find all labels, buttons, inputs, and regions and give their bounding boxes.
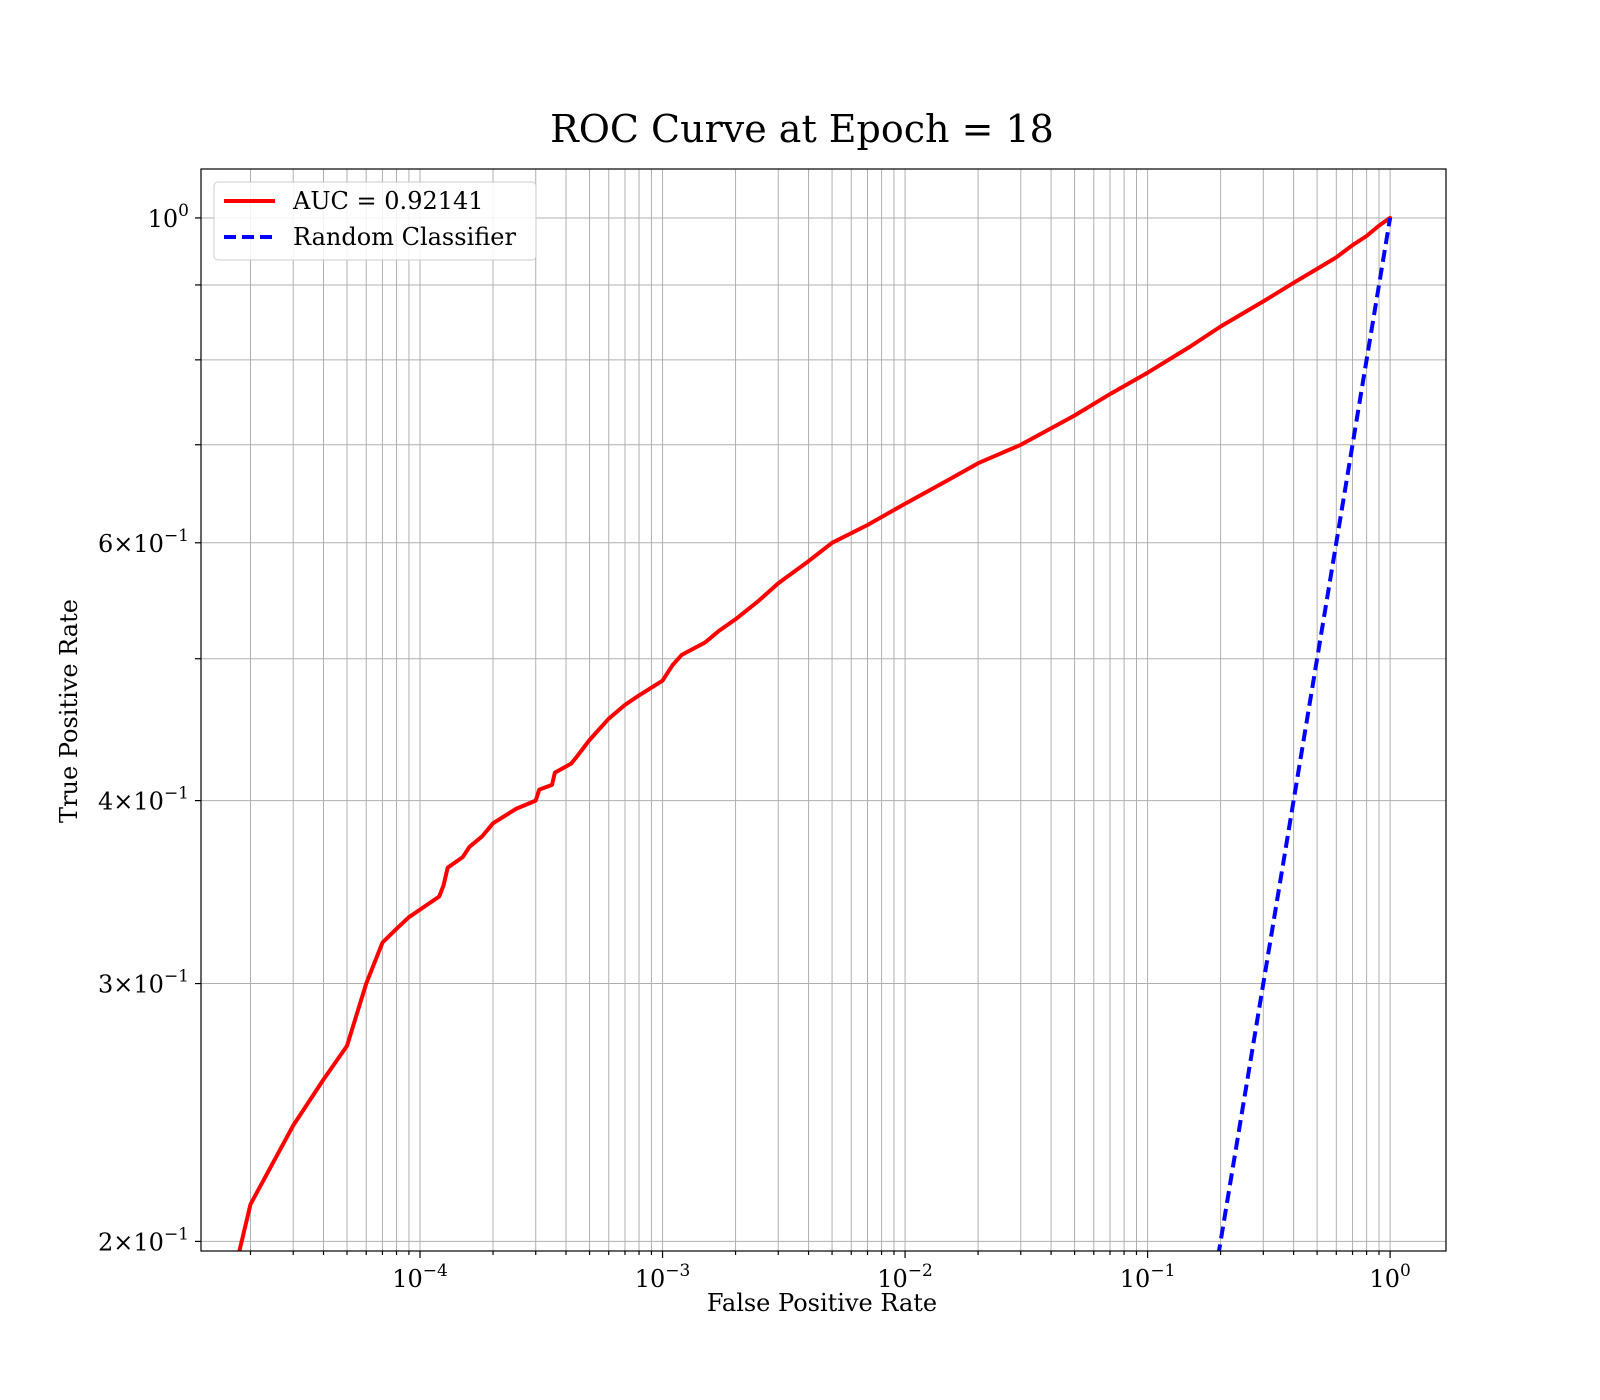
legend-box bbox=[213, 181, 537, 261]
y-tick-label: 6×10−1 bbox=[98, 526, 189, 558]
x-tick-label: 10−2 bbox=[877, 1261, 933, 1293]
series-group bbox=[237, 215, 1393, 1251]
x-tick-label: 10−4 bbox=[392, 1261, 448, 1293]
chart-title: ROC Curve at Epoch = 18 bbox=[550, 107, 1054, 151]
x-axis-label: False Positive Rate bbox=[707, 1289, 937, 1317]
y-tick-label: 100 bbox=[148, 201, 189, 233]
grid bbox=[201, 169, 1446, 1251]
y-tick-label: 4×10−1 bbox=[98, 784, 189, 816]
plot-frame bbox=[200, 168, 1447, 1252]
x-tick-label: 10−1 bbox=[1120, 1261, 1176, 1293]
y-tick-label: 2×10−1 bbox=[98, 1224, 189, 1256]
x-tick-label: 10−3 bbox=[635, 1261, 691, 1293]
x-tick-label: 100 bbox=[1369, 1261, 1410, 1293]
roc-curve-line bbox=[237, 215, 1393, 1251]
y-axis-label: True Positive Rate bbox=[55, 599, 83, 823]
legend-label-auc: AUC = 0.92141 bbox=[292, 187, 484, 215]
random-classifier-line bbox=[1216, 217, 1393, 1251]
legend-label-random: Random Classifier bbox=[293, 223, 516, 251]
ticks: 10−4 10−3 10−2 10−1 100 2×10−1 3×10−1 4×10−1 6×1… bbox=[98, 201, 1411, 1293]
legend: AUC = 0.92141 Random Classifier bbox=[213, 181, 537, 261]
y-tick-label: 3×10−1 bbox=[98, 967, 189, 999]
